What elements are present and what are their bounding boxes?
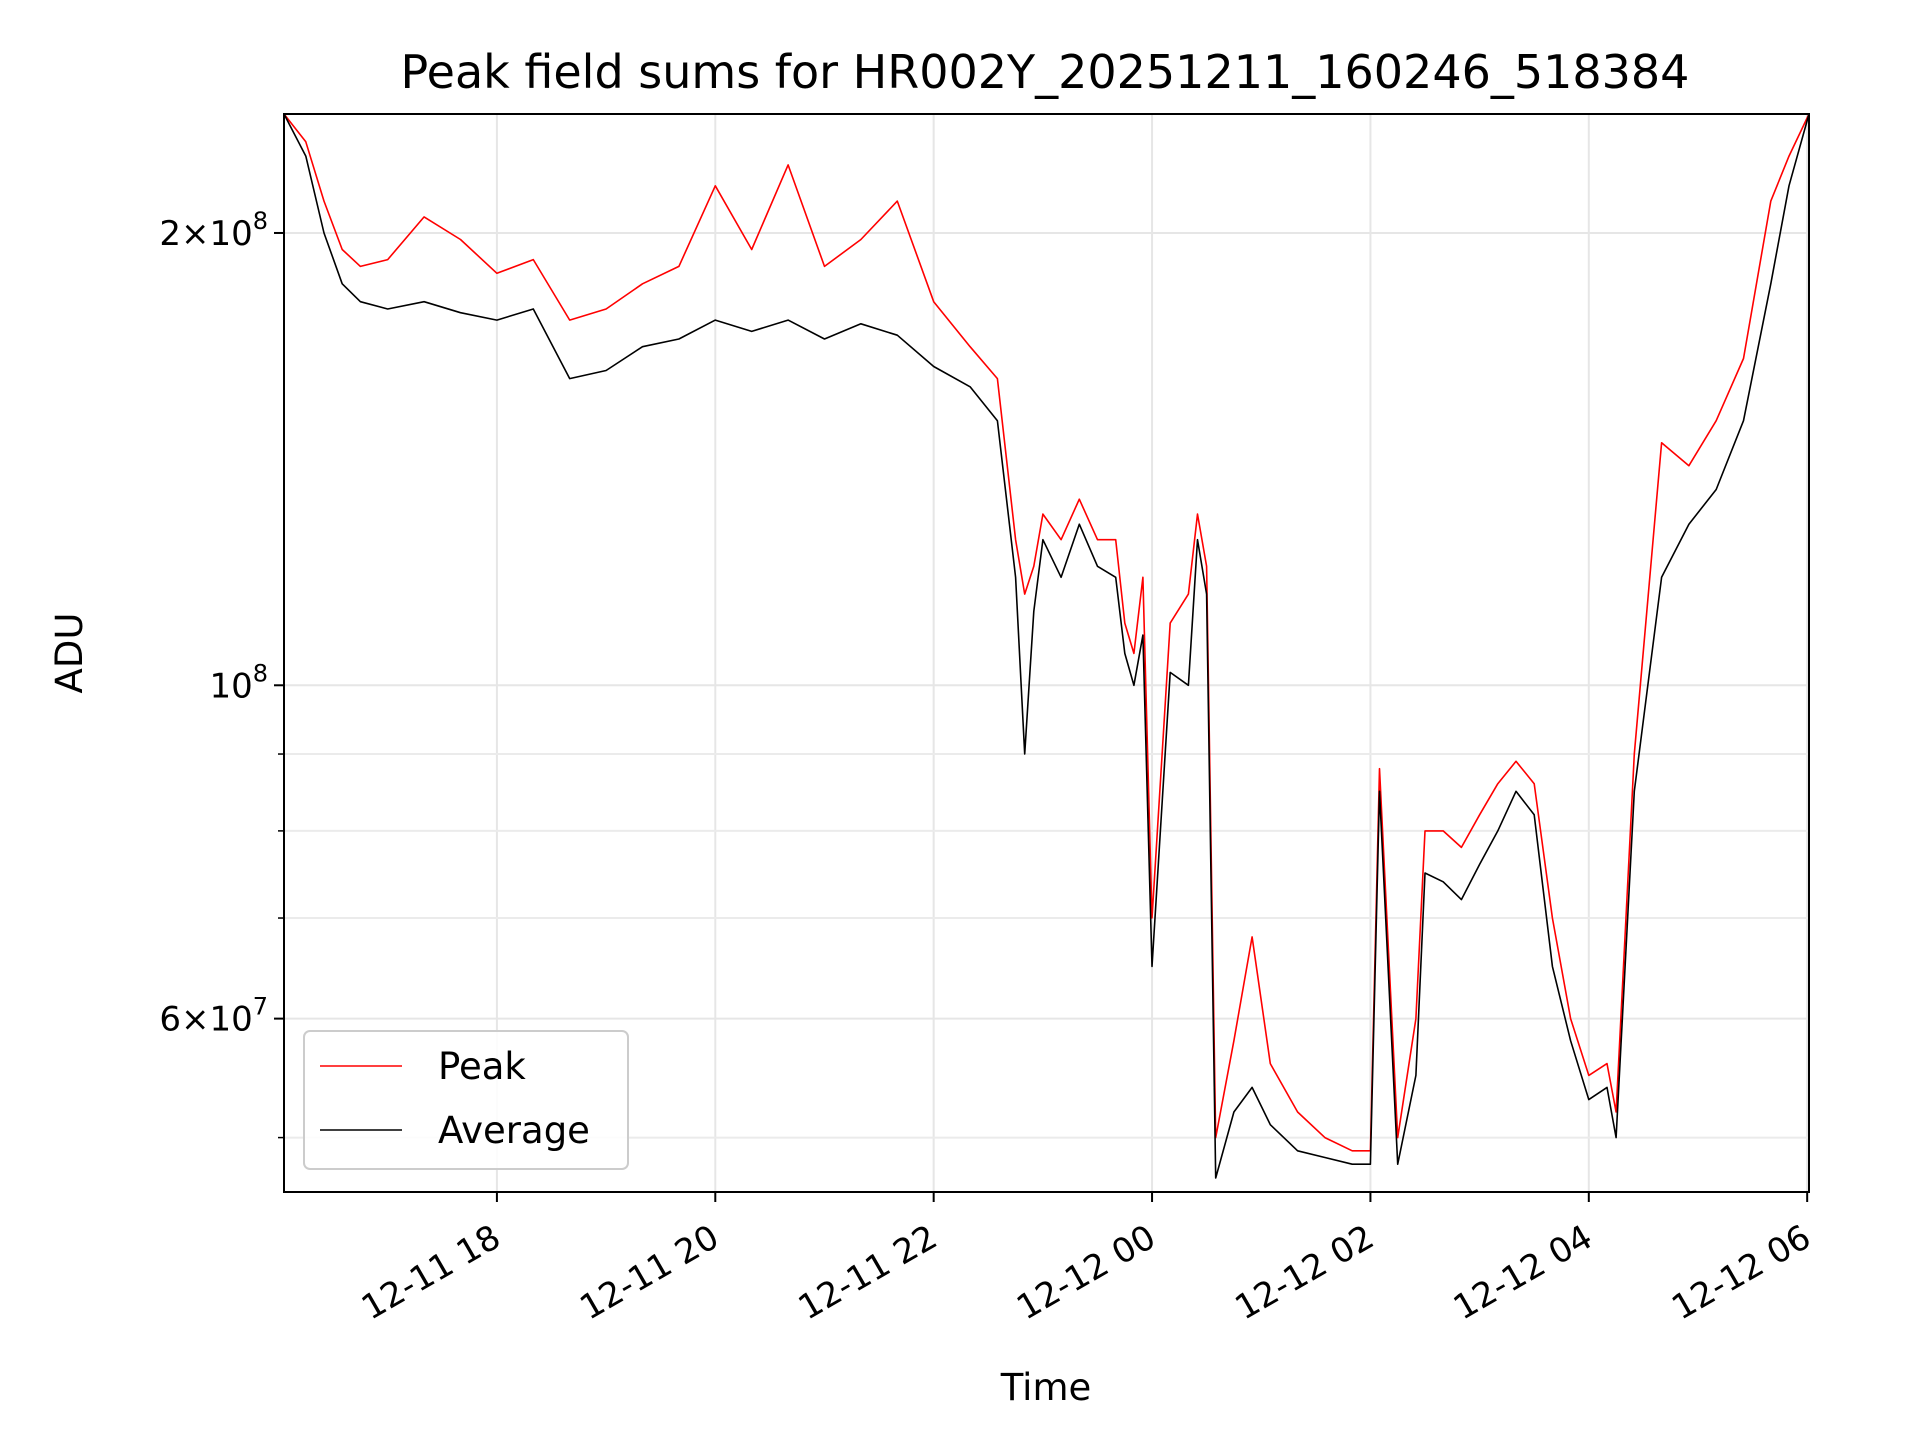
grid (284, 114, 1809, 1192)
y-tick-exponent: 8 (253, 659, 268, 687)
y-tick-base: 10 (209, 666, 252, 706)
y-tick-label: 108 (209, 659, 268, 706)
y-tick-exponent: 8 (253, 207, 268, 235)
series-lines (283, 113, 1810, 1179)
y-tick-label: 2×108 (159, 207, 268, 254)
plot-frame (283, 113, 1810, 1193)
y-tick-base: 2×10 (159, 214, 252, 254)
series-line-average (283, 113, 1810, 1179)
chart-title: Peak field sums for HR002Y_20251211_1602… (401, 45, 1690, 99)
series-line-peak (283, 113, 1810, 1152)
legend-label-peak: Peak (438, 1045, 526, 1088)
legend-label-average: Average (438, 1109, 590, 1152)
y-tick-label: 6×107 (159, 993, 268, 1040)
x-axis-label: Time (1000, 1366, 1092, 1409)
y-tick-base: 6×10 (159, 1000, 252, 1040)
y-tick-exponent: 7 (253, 993, 268, 1021)
legend: Peak Average (303, 1030, 629, 1170)
y-axis-label: ADU (48, 613, 91, 694)
